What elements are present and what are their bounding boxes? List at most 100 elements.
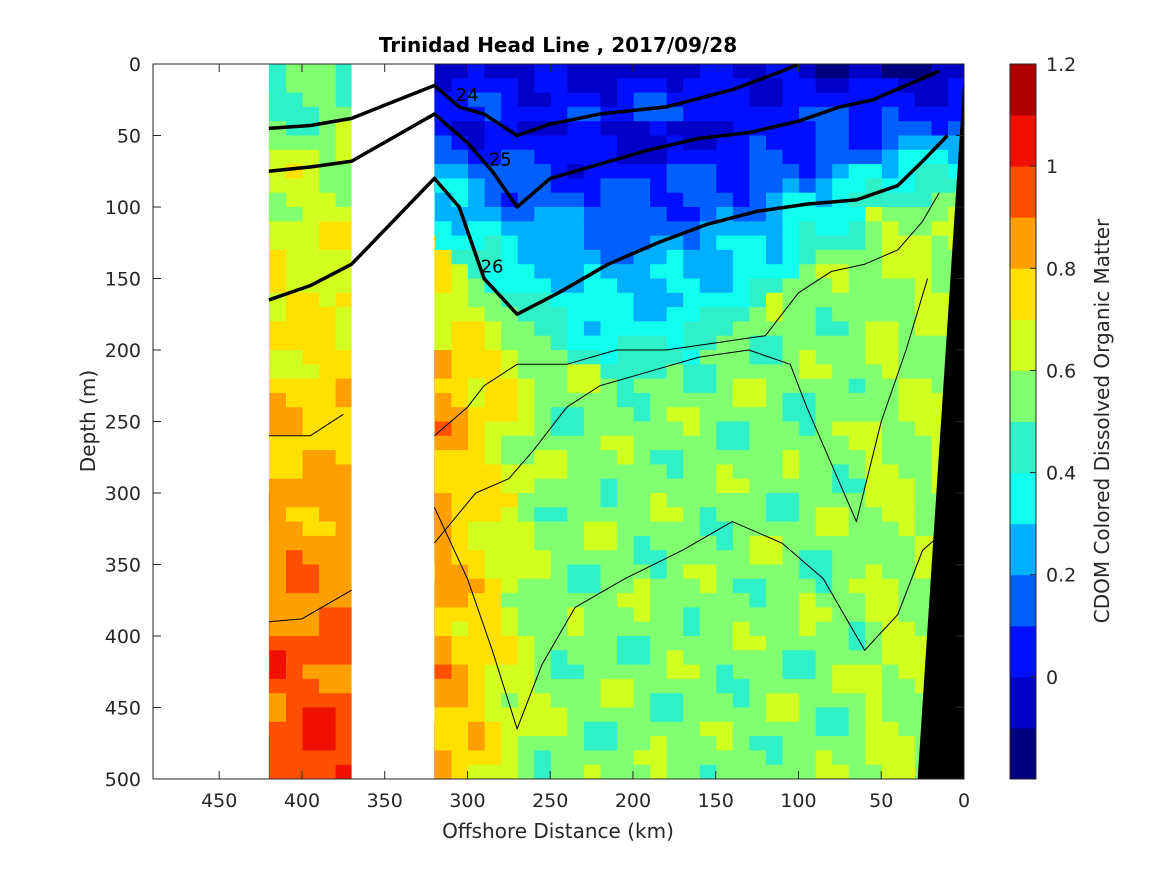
heatmap-cell <box>335 78 353 94</box>
heatmap-cell <box>268 192 287 208</box>
heatmap-cell <box>748 350 766 365</box>
heatmap-cell <box>301 350 320 365</box>
heatmap-cell <box>583 750 601 766</box>
heatmap-cell <box>616 92 634 108</box>
heatmap-cell <box>434 764 452 779</box>
heatmap-cell <box>848 721 866 737</box>
heatmap-cell <box>732 378 750 394</box>
heatmap-cell <box>285 364 303 380</box>
heatmap-cell <box>335 693 353 709</box>
heatmap-cell <box>848 636 866 651</box>
heatmap-cell <box>500 235 518 251</box>
heatmap-cell <box>467 350 485 365</box>
heatmap-cell <box>781 678 800 694</box>
heatmap-cell <box>550 407 568 423</box>
heatmap-cell <box>566 407 584 423</box>
heatmap-cell <box>666 335 684 351</box>
heatmap-cell <box>450 535 469 551</box>
heatmap-cell <box>666 350 684 365</box>
heatmap-cell <box>897 593 915 608</box>
heatmap-cell <box>715 135 733 151</box>
heatmap-cell <box>484 607 502 623</box>
heatmap-cell <box>831 707 849 723</box>
heatmap-cell <box>815 135 833 151</box>
heatmap-cell <box>599 478 618 494</box>
heatmap-cell <box>798 707 816 723</box>
heatmap-cell <box>881 464 899 480</box>
heatmap-cell <box>301 78 320 94</box>
heatmap-cell <box>831 392 849 408</box>
heatmap-cell <box>815 636 833 651</box>
heatmap-cell <box>781 207 800 222</box>
heatmap-cell <box>732 164 750 179</box>
heatmap-cell <box>500 407 518 423</box>
heatmap-cell <box>881 421 899 437</box>
heatmap-cell <box>517 235 535 251</box>
heatmap-cell <box>484 507 502 523</box>
heatmap-cell <box>798 636 816 651</box>
heatmap-cell <box>914 207 932 222</box>
heatmap-cell <box>583 764 601 779</box>
heatmap-cell <box>815 736 833 751</box>
heatmap-cell <box>335 235 353 251</box>
heatmap-cell <box>848 378 866 394</box>
heatmap-cell <box>301 550 320 566</box>
heatmap-cell <box>798 650 816 666</box>
heatmap-cell <box>450 392 469 408</box>
colorbar-swatch <box>1010 319 1036 371</box>
heatmap-cell <box>732 278 750 294</box>
heatmap-cell <box>484 321 502 337</box>
heatmap-cell <box>682 421 700 437</box>
heatmap-cell <box>632 121 651 137</box>
heatmap-cell <box>285 135 303 151</box>
heatmap-cell <box>831 106 849 122</box>
heatmap-cell <box>500 78 518 94</box>
heatmap-cell <box>848 350 866 365</box>
heatmap-cell <box>599 378 618 394</box>
heatmap-cell <box>566 364 584 380</box>
y-tick-label: 500 <box>105 769 141 791</box>
heatmap-cell <box>533 593 551 608</box>
heatmap-cell <box>649 664 667 680</box>
heatmap-cell <box>864 135 882 151</box>
heatmap-cell <box>517 149 535 165</box>
heatmap-cell <box>848 207 866 222</box>
heatmap-cell <box>649 307 667 322</box>
heatmap-cell <box>301 292 320 308</box>
heatmap-cell <box>930 307 949 322</box>
heatmap-cell <box>301 521 320 537</box>
heatmap-cell <box>616 121 634 137</box>
heatmap-cell <box>550 106 568 122</box>
heatmap-cell <box>616 464 634 480</box>
heatmap-cell <box>318 450 336 465</box>
heatmap-cell <box>781 350 800 365</box>
data-gap-layer <box>153 64 435 779</box>
heatmap-cell <box>914 421 932 437</box>
heatmap-cell <box>484 435 502 451</box>
heatmap-cell <box>517 249 535 265</box>
heatmap-cell <box>583 364 601 380</box>
heatmap-cell <box>566 764 584 779</box>
heatmap-cell <box>765 564 783 580</box>
heatmap-cell <box>914 321 932 337</box>
heatmap-cell <box>815 221 833 237</box>
heatmap-cell <box>268 636 287 651</box>
heatmap-cell <box>864 321 882 337</box>
heatmap-cell <box>318 621 336 637</box>
heatmap-cell <box>335 178 353 194</box>
heatmap-cell <box>566 292 584 308</box>
heatmap-cell <box>699 721 717 737</box>
colorbar-tick-label: 1 <box>1046 156 1058 178</box>
x-axis: 450 400 350 300 250 200 150 100 50 0 <box>201 64 970 812</box>
colorbar-swatch <box>1010 574 1036 627</box>
heatmap-cell <box>566 550 584 566</box>
heatmap-cell <box>467 164 485 179</box>
heatmap-cell <box>616 364 634 380</box>
heatmap-cell <box>268 249 287 265</box>
heatmap-cell <box>897 464 915 480</box>
heatmap-cell <box>632 636 651 651</box>
heatmap-cell <box>533 578 551 594</box>
heatmap-cell <box>450 678 469 694</box>
heatmap-cell <box>335 392 353 408</box>
heatmap-cell <box>765 378 783 394</box>
